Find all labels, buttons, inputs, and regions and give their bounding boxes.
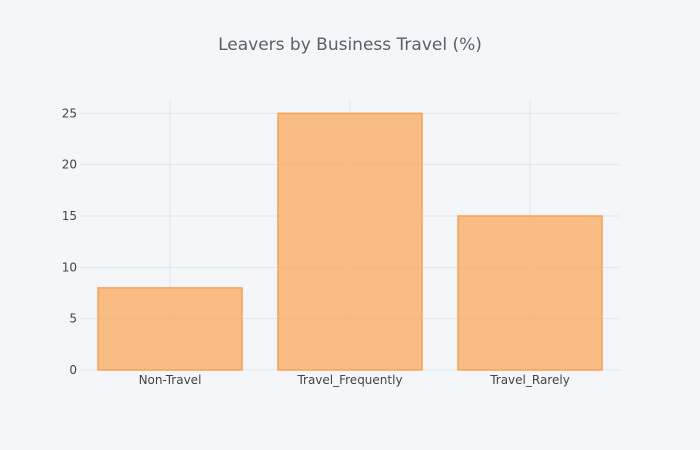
x-tick-label: Travel_Rarely	[489, 373, 570, 387]
x-tick-label: Travel_Frequently	[296, 373, 402, 387]
x-axis-ticks: Non-Travel Travel_Frequently Travel_Rarely	[139, 373, 570, 387]
chart-title: Leavers by Business Travel (%)	[218, 35, 482, 55]
y-tick-label: 25	[62, 106, 77, 120]
y-tick-label: 10	[62, 260, 77, 274]
x-tick-label: Non-Travel	[139, 373, 202, 387]
y-tick-label: 20	[62, 158, 77, 172]
bar	[277, 112, 423, 371]
y-axis-ticks: 0 5 10 15 20 25	[62, 106, 77, 377]
y-tick-label: 5	[69, 312, 77, 326]
bars	[97, 112, 603, 371]
bar	[457, 215, 603, 371]
y-tick-label: 0	[69, 363, 77, 377]
y-tick-label: 15	[62, 209, 77, 223]
bar	[97, 287, 243, 371]
